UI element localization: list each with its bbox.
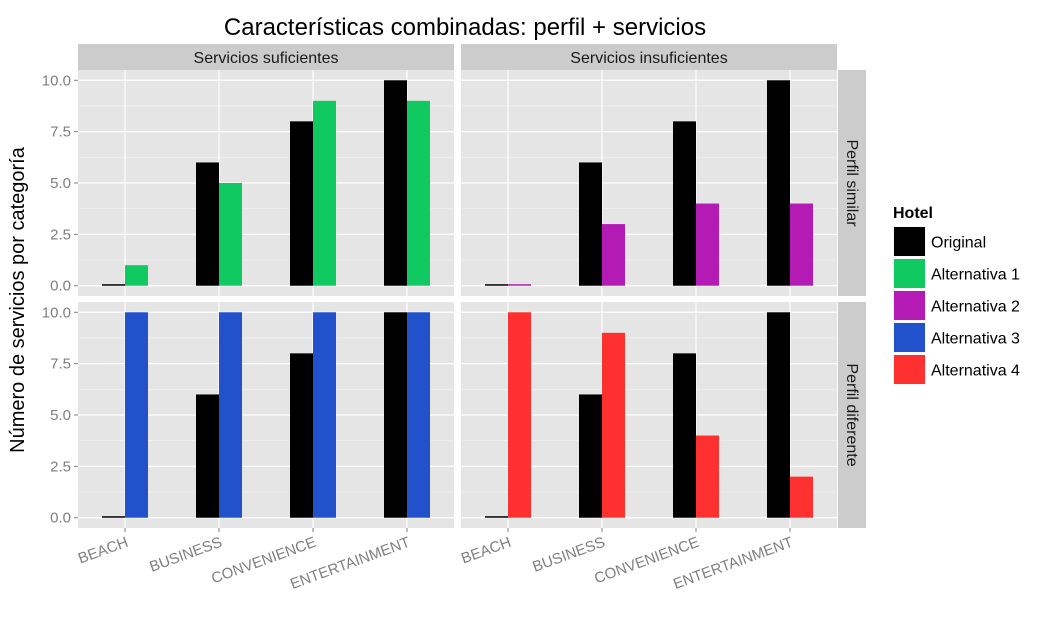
bar bbox=[196, 162, 219, 286]
y-tick-label: 2.5 bbox=[50, 458, 71, 475]
legend-label: Alternativa 4 bbox=[931, 363, 1020, 380]
row-strip-bg bbox=[838, 302, 866, 528]
chart-title: Características combinadas: perfil + ser… bbox=[224, 14, 706, 41]
legend-swatch bbox=[894, 227, 925, 256]
col-strip-label: Servicios suficientes bbox=[194, 50, 339, 67]
row-strip-bg bbox=[838, 70, 866, 296]
panels-group: Servicios suficientes Servicios insuficie… bbox=[42, 44, 866, 593]
bar bbox=[696, 435, 719, 518]
bar bbox=[767, 312, 790, 518]
bar bbox=[219, 312, 242, 518]
bar bbox=[407, 100, 430, 286]
y-axis-label: Número de servicios por categoría bbox=[7, 146, 29, 453]
legend-item: Alternativa 2 bbox=[892, 289, 1020, 322]
bar bbox=[219, 183, 242, 286]
legend-item: Alternativa 4 bbox=[892, 353, 1020, 386]
bar bbox=[485, 284, 508, 286]
x-tick-label: BEACH bbox=[459, 534, 513, 568]
bar bbox=[767, 80, 790, 286]
y-tick-label: 2.5 bbox=[50, 226, 71, 243]
bar bbox=[290, 121, 313, 286]
bar bbox=[696, 203, 719, 286]
legend-swatch bbox=[894, 291, 925, 320]
bar bbox=[102, 284, 125, 286]
legend-item: Alternativa 1 bbox=[892, 257, 1020, 290]
legend-swatch bbox=[894, 355, 925, 384]
bar bbox=[790, 476, 813, 518]
legend: Hotel Original Alternativa 1 Alternativa 2 A… bbox=[892, 205, 1020, 386]
facet-panel bbox=[461, 70, 837, 296]
bar bbox=[313, 312, 336, 518]
bar bbox=[125, 265, 148, 286]
bar bbox=[125, 312, 148, 518]
bar bbox=[673, 353, 696, 518]
y-tick-label: 7.5 bbox=[50, 124, 71, 141]
bar bbox=[384, 312, 407, 518]
y-tick-label: 0.0 bbox=[50, 278, 71, 295]
row-strip-label: Perfil similar bbox=[843, 139, 860, 227]
bar bbox=[508, 312, 531, 518]
legend-item: Alternativa 3 bbox=[892, 321, 1020, 354]
bar bbox=[602, 332, 625, 518]
y-tick-label: 7.5 bbox=[50, 356, 71, 373]
col-strip-label: Servicios insuficientes bbox=[570, 50, 727, 67]
y-tick-label: 10.0 bbox=[42, 304, 71, 321]
x-tick-label: BEACH bbox=[76, 534, 130, 568]
bar bbox=[196, 394, 219, 518]
col-strip-bg bbox=[461, 44, 837, 70]
legend-title: Hotel bbox=[893, 205, 933, 222]
col-strip-bg bbox=[78, 44, 454, 70]
y-tick-label: 10.0 bbox=[42, 72, 71, 89]
row-strip-label: Perfil diferente bbox=[843, 363, 860, 466]
bar bbox=[508, 284, 531, 286]
legend-label: Original bbox=[931, 235, 986, 252]
bar bbox=[384, 80, 407, 286]
bar bbox=[579, 162, 602, 286]
legend-item: Original bbox=[892, 225, 986, 258]
bar bbox=[579, 394, 602, 518]
legend-label: Alternativa 1 bbox=[931, 267, 1020, 284]
y-tick-label: 5.0 bbox=[50, 175, 71, 192]
legend-label: Alternativa 2 bbox=[931, 299, 1020, 316]
bar bbox=[485, 516, 508, 518]
legend-label: Alternativa 3 bbox=[931, 331, 1020, 348]
legend-swatch bbox=[894, 323, 925, 352]
legend-swatch bbox=[894, 259, 925, 288]
facet-panel: 0.0 2.5 5.0 7.5 10.0 bbox=[42, 70, 454, 296]
y-tick-label: 5.0 bbox=[50, 407, 71, 424]
bar bbox=[290, 353, 313, 518]
bar bbox=[790, 203, 813, 286]
bar bbox=[102, 516, 125, 518]
bar bbox=[313, 100, 336, 286]
bar bbox=[602, 224, 625, 286]
y-tick-label: 0.0 bbox=[50, 510, 71, 527]
bar bbox=[673, 121, 696, 286]
bar bbox=[407, 312, 430, 518]
